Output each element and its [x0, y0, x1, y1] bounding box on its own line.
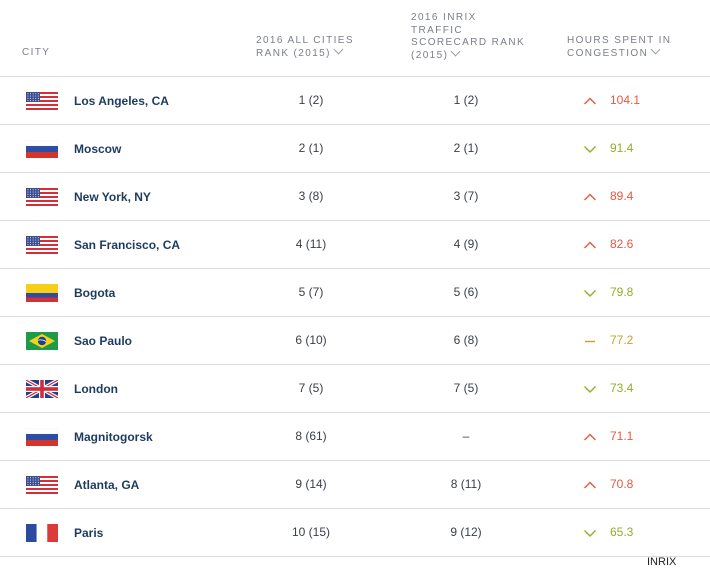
- inrix-rank: 9 (12): [450, 525, 482, 539]
- arrow-down-icon: [583, 382, 597, 394]
- arrow-down-icon: [583, 526, 597, 538]
- inrix-rank: 7 (5): [453, 381, 479, 395]
- table-row[interactable]: Atlanta, GA 9 (14) 8 (11) 70.8: [0, 461, 710, 509]
- column-header-city[interactable]: CITY: [22, 47, 50, 60]
- hours-in-congestion: 79.8: [610, 285, 634, 299]
- table-row[interactable]: Magnitogorsk 8 (61) – 71.1: [0, 413, 710, 461]
- column-header-city-label: CITY: [22, 47, 51, 58]
- hours-in-congestion: 91.4: [610, 141, 634, 155]
- hours-in-congestion: 89.4: [610, 189, 634, 203]
- all-cities-rank: 6 (10): [295, 333, 327, 347]
- inrix-rank: 1 (2): [453, 93, 479, 107]
- colombia-flag-icon: [26, 284, 58, 302]
- all-cities-rank: 5 (7): [298, 285, 324, 299]
- city-name: London: [74, 382, 118, 396]
- table-row[interactable]: Sao Paulo 6 (10) 6 (8) 77.2: [0, 317, 710, 365]
- usa-flag-icon: [26, 476, 58, 494]
- table-row[interactable]: Bogota 5 (7) 5 (6) 79.8: [0, 269, 710, 317]
- city-name: Moscow: [74, 142, 122, 156]
- all-cities-rank: 10 (15): [291, 525, 331, 539]
- hours-in-congestion: 65.3: [610, 525, 634, 539]
- column-header-inrix-rank[interactable]: 2016 INRIX TRAFFIC SCORECARD RANK (2015): [411, 12, 531, 62]
- city-name: Los Angeles, CA: [74, 94, 169, 108]
- france-flag-icon: [26, 524, 58, 542]
- dash-icon: [583, 334, 597, 346]
- arrow-up-icon: [583, 238, 597, 250]
- table-row[interactable]: London 7 (5) 7 (5) 73.4: [0, 365, 710, 413]
- all-cities-rank: 8 (61): [295, 429, 327, 443]
- table-row[interactable]: New York, NY 3 (8) 3 (7) 89.4: [0, 173, 710, 221]
- city-name: Sao Paulo: [74, 334, 133, 348]
- hours-in-congestion: 82.6: [610, 237, 634, 251]
- column-header-all-cities-rank[interactable]: 2016 ALL CITIES RANK (2015): [256, 35, 386, 60]
- table-row[interactable]: San Francisco, CA 4 (11) 4 (9) 82.6: [0, 221, 710, 269]
- table-row[interactable]: Los Angeles, CA 1 (2) 1 (2) 104.1: [0, 77, 710, 125]
- city-name: Bogota: [74, 286, 116, 300]
- all-cities-rank: 1 (2): [298, 93, 324, 107]
- column-header-all-cities-rank-label: 2016 ALL CITIES RANK (2015): [256, 35, 354, 59]
- arrow-up-icon: [583, 94, 597, 106]
- city-name: New York, NY: [74, 190, 151, 204]
- city-name: Atlanta, GA: [74, 478, 140, 492]
- city-name: Magnitogorsk: [74, 430, 153, 444]
- usa-flag-icon: [26, 92, 58, 110]
- hours-in-congestion: 73.4: [610, 381, 634, 395]
- usa-flag-icon: [26, 188, 58, 206]
- all-cities-rank: 2 (1): [298, 141, 324, 155]
- hours-in-congestion: 70.8: [610, 477, 634, 491]
- column-header-hours-label: HOURS SPENT IN CONGESTION: [567, 35, 672, 59]
- rankings-table: CITY 2016 ALL CITIES RANK (2015) 2016 IN…: [0, 0, 710, 557]
- table-row[interactable]: Paris 10 (15) 9 (12) 65.3: [0, 509, 710, 557]
- hours-in-congestion: 104.1: [610, 93, 641, 107]
- arrow-up-icon: [583, 430, 597, 442]
- city-name: Paris: [74, 526, 104, 540]
- table-header: CITY 2016 ALL CITIES RANK (2015) 2016 IN…: [0, 0, 710, 77]
- all-cities-rank: 7 (5): [298, 381, 324, 395]
- city-name: San Francisco, CA: [74, 238, 181, 252]
- all-cities-rank: 3 (8): [298, 189, 324, 203]
- arrow-down-icon: [583, 142, 597, 154]
- uk-flag-icon: [26, 380, 58, 398]
- arrow-up-icon: [583, 190, 597, 202]
- inrix-rank: 4 (9): [453, 237, 479, 251]
- column-header-inrix-rank-label: 2016 INRIX TRAFFIC SCORECARD RANK (2015): [411, 12, 526, 61]
- hours-in-congestion: 77.2: [610, 333, 634, 347]
- inrix-rank: 3 (7): [453, 189, 479, 203]
- table-row[interactable]: Moscow 2 (1) 2 (1) 91.4: [0, 125, 710, 173]
- inrix-rank: –: [462, 429, 470, 443]
- hours-in-congestion: 71.1: [610, 429, 634, 443]
- russia-flag-icon: [26, 140, 58, 158]
- inrix-rank: 5 (6): [453, 285, 479, 299]
- russia-flag-icon: [26, 428, 58, 446]
- all-cities-rank: 4 (11): [295, 237, 327, 251]
- inrix-rank: 2 (1): [453, 141, 479, 155]
- arrow-down-icon: [583, 286, 597, 298]
- brazil-flag-icon: [26, 332, 58, 350]
- table-body: Los Angeles, CA 1 (2) 1 (2) 104.1 Moscow 2 (1…: [0, 77, 710, 557]
- column-header-hours[interactable]: HOURS SPENT IN CONGESTION: [567, 35, 697, 60]
- all-cities-rank: 9 (14): [295, 477, 327, 491]
- inrix-rank: 6 (8): [453, 333, 479, 347]
- inrix-rank: 8 (11): [450, 477, 482, 491]
- usa-flag-icon: [26, 236, 58, 254]
- source-credit: INRIX: [647, 556, 677, 568]
- arrow-up-icon: [583, 478, 597, 490]
